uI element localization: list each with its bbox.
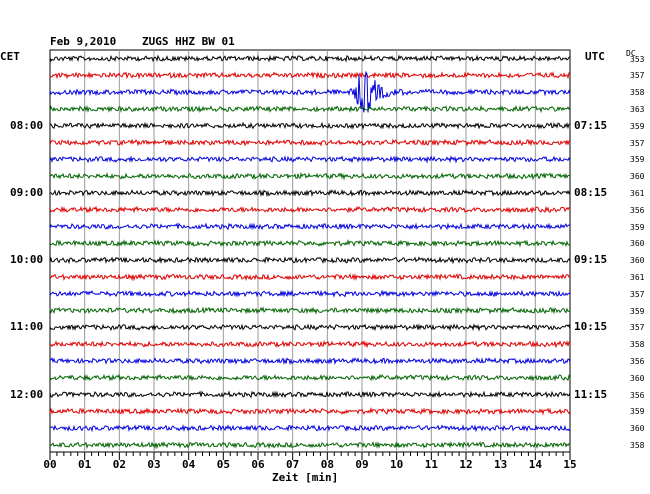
x-tick-label: 12 [459,458,473,471]
minute-gridlines [84,50,536,452]
x-tick-label: 01 [78,458,92,471]
trace-line [49,357,571,366]
left-hour-label: 09:00 [10,185,44,199]
trace-line [49,440,571,450]
dc-value: 357 [630,138,645,148]
left-hour-label: 11:00 [10,320,44,334]
dc-value: 360 [630,373,645,383]
dc-value: 356 [630,205,645,215]
dc-value: 359 [630,121,645,131]
trace-line [49,239,571,248]
left-hour-label: 08:00 [10,118,44,132]
dc-label: DC [626,49,636,58]
dc-value: 356 [630,390,645,400]
x-tick-label: 03 [147,458,161,471]
x-axis-ticks [49,452,571,460]
trace-line [49,54,571,63]
trace-line [49,71,571,80]
dc-value: 357 [630,289,645,299]
dc-value: 359 [630,155,645,165]
trace-line [49,171,571,181]
x-tick-label: 04 [182,458,196,471]
dc-value: 357 [630,323,645,333]
right-hour-label: 09:15 [574,253,608,267]
dc-value: 357 [630,71,645,81]
dc-value: 358 [630,440,645,450]
plot-frame [49,49,571,453]
dc-value: 361 [630,188,645,198]
x-tick-label: 06 [251,458,265,471]
trace-line [49,407,571,416]
x-tick-label: 07 [286,458,300,471]
trace-line [49,424,571,433]
dc-value: 360 [630,172,645,182]
trace-line [49,272,571,282]
trace-line [49,121,571,130]
right-hour-label: 10:15 [574,320,608,334]
trace-line [49,155,571,164]
dc-value: 360 [630,256,645,266]
left-hour-label: 10:00 [10,253,44,267]
header-station: ZUGS HHZ BW 01 [142,35,235,48]
trace-line [49,390,571,399]
dc-value: 356 [630,356,645,366]
trace-line [49,70,571,113]
left-zone-label: CET [0,50,20,63]
seismic-traces [49,54,571,450]
trace-line [49,222,571,231]
x-tick-label: 05 [216,458,230,471]
x-tick-label: 09 [355,458,369,471]
trace-line [49,205,571,214]
dc-value: 358 [630,340,645,350]
left-hour-label: 12:00 [10,387,44,401]
x-tick-label: 08 [320,458,334,471]
right-zone-label: UTC [585,50,605,63]
dc-value: 359 [630,407,645,417]
dc-value: 353 [630,54,645,64]
right-hour-label: 08:15 [574,185,608,199]
dc-value: 361 [630,272,645,282]
trace-line [49,306,571,315]
right-hour-label: 07:15 [574,118,608,132]
header-date: Feb 9,2010 [50,35,117,48]
dc-value: 359 [630,306,645,316]
right-hour-label: 11:15 [574,387,608,401]
x-tick-label: 02 [112,458,126,471]
trace-line [49,323,571,332]
trace-line [49,289,571,298]
trace-line [49,138,571,147]
trace-line [49,373,571,382]
x-tick-label: 00 [43,458,57,471]
dc-value: 363 [630,104,645,114]
dc-value: 358 [630,88,645,98]
dc-value: 359 [630,222,645,232]
trace-line [49,256,571,265]
x-tick-label: 11 [424,458,438,471]
x-tick-label: 15 [563,458,577,471]
x-tick-label: 14 [528,458,542,471]
trace-line [49,104,571,114]
trace-line [49,189,571,198]
dc-value: 360 [630,239,645,249]
dc-value: 360 [630,424,645,434]
x-tick-label: 10 [390,458,404,471]
x-axis-label: Zeit [min] [272,471,339,484]
trace-line [49,339,571,349]
x-tick-label: 13 [494,458,508,471]
